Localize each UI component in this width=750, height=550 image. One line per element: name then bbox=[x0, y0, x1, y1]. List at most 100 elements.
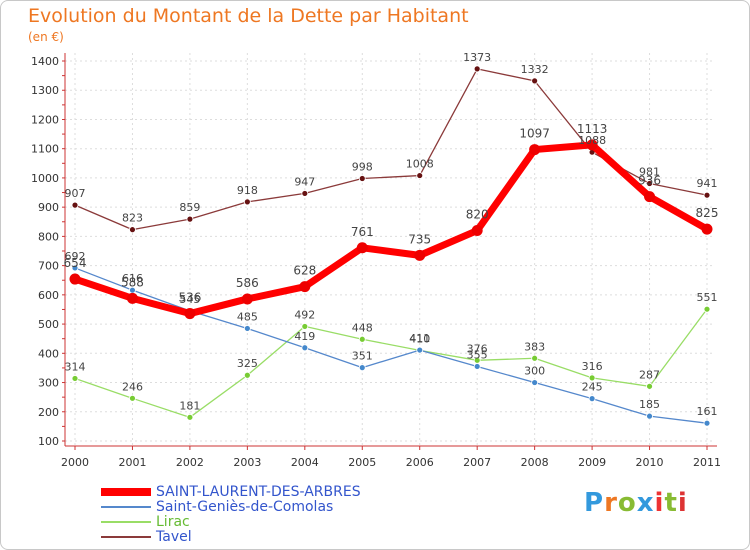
chart-subtitle: (en €) bbox=[28, 30, 64, 44]
data-label-tavel-2010: 981 bbox=[639, 165, 660, 178]
data-label-lirac-2008: 383 bbox=[524, 340, 545, 353]
data-point-tavel-2010 bbox=[646, 180, 653, 187]
data-label-saint-genies-2003: 485 bbox=[237, 310, 258, 323]
logo-letter: t bbox=[664, 488, 678, 518]
data-point-tavel-2007 bbox=[473, 65, 481, 73]
data-label-tavel-2004: 947 bbox=[294, 175, 315, 188]
y-tick-label-900: 900 bbox=[38, 201, 59, 214]
y-tick-label-100: 100 bbox=[38, 435, 59, 448]
data-label-saint-laurent-2005: 761 bbox=[351, 225, 374, 239]
y-tick-label-800: 800 bbox=[38, 230, 59, 243]
y-tick-label-700: 700 bbox=[38, 260, 59, 273]
data-point-saint-genies-2009 bbox=[588, 395, 596, 403]
x-tick-label-2006: 2006 bbox=[406, 456, 434, 469]
data-label-saint-laurent-2006: 735 bbox=[408, 232, 431, 246]
data-point-saint-laurent-2005 bbox=[356, 242, 368, 254]
data-label-saint-laurent-2008: 1097 bbox=[519, 127, 550, 141]
legend-label-lirac: Lirac bbox=[156, 514, 190, 530]
data-point-saint-laurent-2001 bbox=[126, 292, 138, 304]
legend-swatch-saint-laurent bbox=[101, 488, 151, 496]
data-label-saint-genies-2002: 545 bbox=[179, 293, 200, 306]
legend-label-saint-laurent: SAINT-LAURENT-DES-ARBRES bbox=[156, 484, 361, 500]
data-label-saint-laurent-2007: 820 bbox=[466, 208, 489, 222]
data-point-lirac-2004 bbox=[301, 323, 309, 330]
data-point-tavel-2002 bbox=[186, 215, 194, 223]
logo-letter: r bbox=[604, 488, 618, 518]
data-label-lirac-2011: 551 bbox=[697, 291, 718, 304]
y-tick-label-1400: 1400 bbox=[31, 55, 59, 68]
x-tick-label-2004: 2004 bbox=[291, 456, 319, 469]
data-label-lirac-2000: 314 bbox=[65, 360, 86, 373]
data-label-tavel-2007: 1373 bbox=[463, 51, 491, 64]
data-label-lirac-2002: 181 bbox=[179, 399, 200, 412]
data-point-lirac-2011 bbox=[703, 305, 711, 313]
data-point-saint-laurent-2003 bbox=[241, 293, 253, 305]
y-tick-label-500: 500 bbox=[38, 318, 59, 331]
y-tick-label-600: 600 bbox=[38, 289, 59, 302]
data-point-tavel-2004 bbox=[301, 190, 309, 197]
x-tick-label-2000: 2000 bbox=[61, 456, 89, 469]
data-label-lirac-2004: 492 bbox=[294, 308, 315, 321]
y-tick-label-1100: 1100 bbox=[31, 143, 59, 156]
data-point-lirac-2009 bbox=[588, 374, 596, 382]
data-label-saint-laurent-2004: 628 bbox=[293, 264, 316, 278]
series-line-saint-laurent bbox=[71, 141, 711, 318]
data-point-saint-genies-2008 bbox=[531, 379, 539, 386]
data-point-saint-laurent-2008 bbox=[529, 144, 541, 156]
x-tick-label-2008: 2008 bbox=[521, 456, 549, 469]
logo-letter: P bbox=[584, 488, 605, 518]
data-label-tavel-2011: 941 bbox=[697, 177, 718, 190]
y-tick-label-1000: 1000 bbox=[31, 172, 59, 185]
data-label-saint-laurent-2003: 586 bbox=[236, 276, 259, 290]
x-tick-label-2010: 2010 bbox=[636, 456, 664, 469]
data-label-saint-genies-2010: 185 bbox=[639, 398, 660, 411]
y-tick-label-400: 400 bbox=[38, 347, 59, 360]
data-label-tavel-2008: 1332 bbox=[521, 63, 549, 76]
chart-title: Evolution du Montant de la Dette par Hab… bbox=[28, 5, 469, 27]
data-point-saint-laurent-2002 bbox=[184, 308, 196, 320]
data-label-saint-genies-2000: 692 bbox=[65, 250, 86, 263]
x-tick-label-2001: 2001 bbox=[118, 456, 146, 469]
data-point-lirac-2008 bbox=[531, 354, 539, 362]
legend-label-saint-genies: Saint-Geniès-de-Comolas bbox=[156, 499, 334, 515]
data-point-tavel-2008 bbox=[531, 77, 539, 85]
data-label-lirac-2003: 325 bbox=[237, 357, 258, 370]
data-point-saint-laurent-2007 bbox=[471, 225, 483, 237]
data-label-lirac-2006: 410 bbox=[409, 332, 430, 345]
data-point-saint-laurent-2011 bbox=[701, 223, 713, 235]
data-point-saint-genies-2010 bbox=[646, 412, 653, 420]
x-tick-label-2005: 2005 bbox=[348, 456, 376, 469]
data-point-lirac-2010 bbox=[646, 382, 653, 390]
data-label-saint-genies-2007: 355 bbox=[467, 348, 488, 361]
data-point-lirac-2005 bbox=[358, 335, 366, 343]
data-label-saint-genies-2011: 161 bbox=[697, 405, 718, 418]
y-tick-label-200: 200 bbox=[38, 406, 59, 419]
data-label-tavel-2000: 907 bbox=[65, 187, 86, 200]
x-tick-label-2011: 2011 bbox=[693, 456, 721, 469]
data-label-tavel-2009: 1088 bbox=[578, 134, 606, 147]
y-tick-label-1200: 1200 bbox=[31, 113, 59, 126]
data-label-saint-laurent-2009: 1113 bbox=[577, 122, 608, 136]
data-point-saint-genies-2000 bbox=[71, 264, 79, 272]
data-label-saint-laurent-2011: 825 bbox=[696, 206, 719, 220]
x-tick-label-2007: 2007 bbox=[463, 456, 491, 469]
data-label-saint-genies-2006: 411 bbox=[409, 332, 430, 345]
data-point-saint-genies-2003 bbox=[243, 325, 251, 332]
logo-letter: i bbox=[677, 488, 688, 518]
data-point-lirac-2002 bbox=[186, 413, 194, 421]
series-line-saint-genies bbox=[74, 267, 708, 424]
data-point-saint-laurent-2010 bbox=[644, 191, 656, 203]
x-tick-label-2003: 2003 bbox=[233, 456, 261, 469]
data-label-lirac-2010: 287 bbox=[639, 368, 660, 381]
data-label-saint-genies-2005: 351 bbox=[352, 350, 373, 363]
data-label-saint-genies-2008: 300 bbox=[524, 365, 545, 378]
series-line-lirac bbox=[74, 308, 708, 418]
logo-letter: x bbox=[636, 488, 655, 518]
data-point-tavel-2001 bbox=[129, 226, 136, 234]
legend-swatch-lirac bbox=[101, 521, 151, 523]
data-point-lirac-2001 bbox=[129, 394, 136, 402]
data-point-tavel-2003 bbox=[243, 198, 251, 206]
data-point-lirac-2000 bbox=[71, 375, 79, 382]
series-line-tavel bbox=[74, 68, 708, 231]
y-tick-label-1300: 1300 bbox=[31, 84, 59, 97]
